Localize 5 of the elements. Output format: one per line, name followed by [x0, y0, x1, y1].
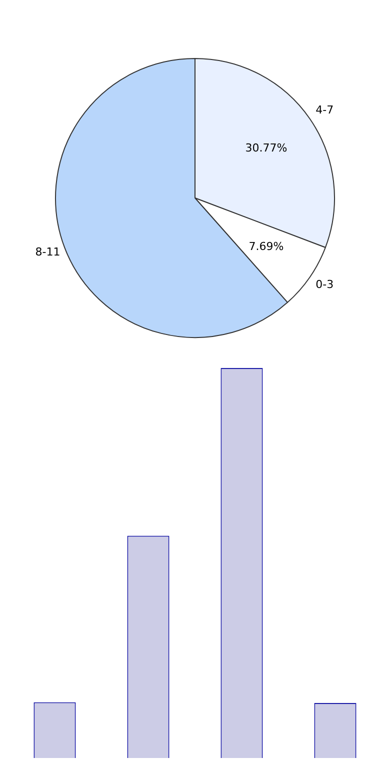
data-label: 7.69% — [248, 240, 284, 253]
slice-label: 4-7 — [316, 104, 334, 117]
slice-label: 8-11 — [35, 245, 60, 258]
data-label: 30.77% — [245, 142, 288, 155]
slice-label: 0-3 — [316, 278, 334, 292]
